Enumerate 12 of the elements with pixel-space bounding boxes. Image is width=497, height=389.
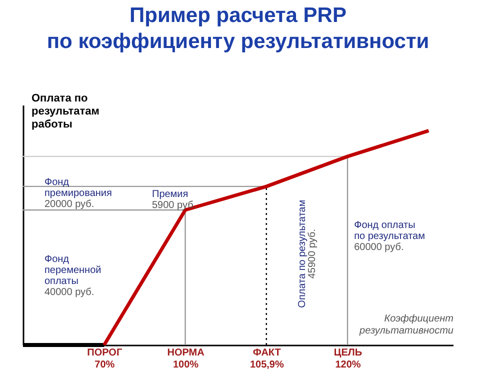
annotation: Фонд премирования 20000 руб. xyxy=(44,177,112,210)
y-axis-title: Оплата по результатам работы xyxy=(32,92,100,130)
annotation: Фонд переменной оплаты 40000 руб. xyxy=(44,254,102,298)
annotation: Премия 5900 руб. xyxy=(152,189,196,211)
annotation: Фонд оплаты по результатам 60000 руб. xyxy=(354,220,426,254)
x-tick-label: ЦЕЛЬ 120% xyxy=(334,348,362,370)
annotation: Оплата по результатам 45900 руб. xyxy=(296,200,318,308)
chart-title: Пример расчета PRP по коэффициенту результативности xyxy=(46,4,430,53)
x-axis-title: Коэффициент результативности xyxy=(358,314,454,336)
x-tick-label: ФАКТ 105,9% xyxy=(250,348,284,370)
x-tick-label: ПОРОГ 70% xyxy=(87,348,122,370)
x-tick-label: НОРМА 100% xyxy=(167,348,204,370)
